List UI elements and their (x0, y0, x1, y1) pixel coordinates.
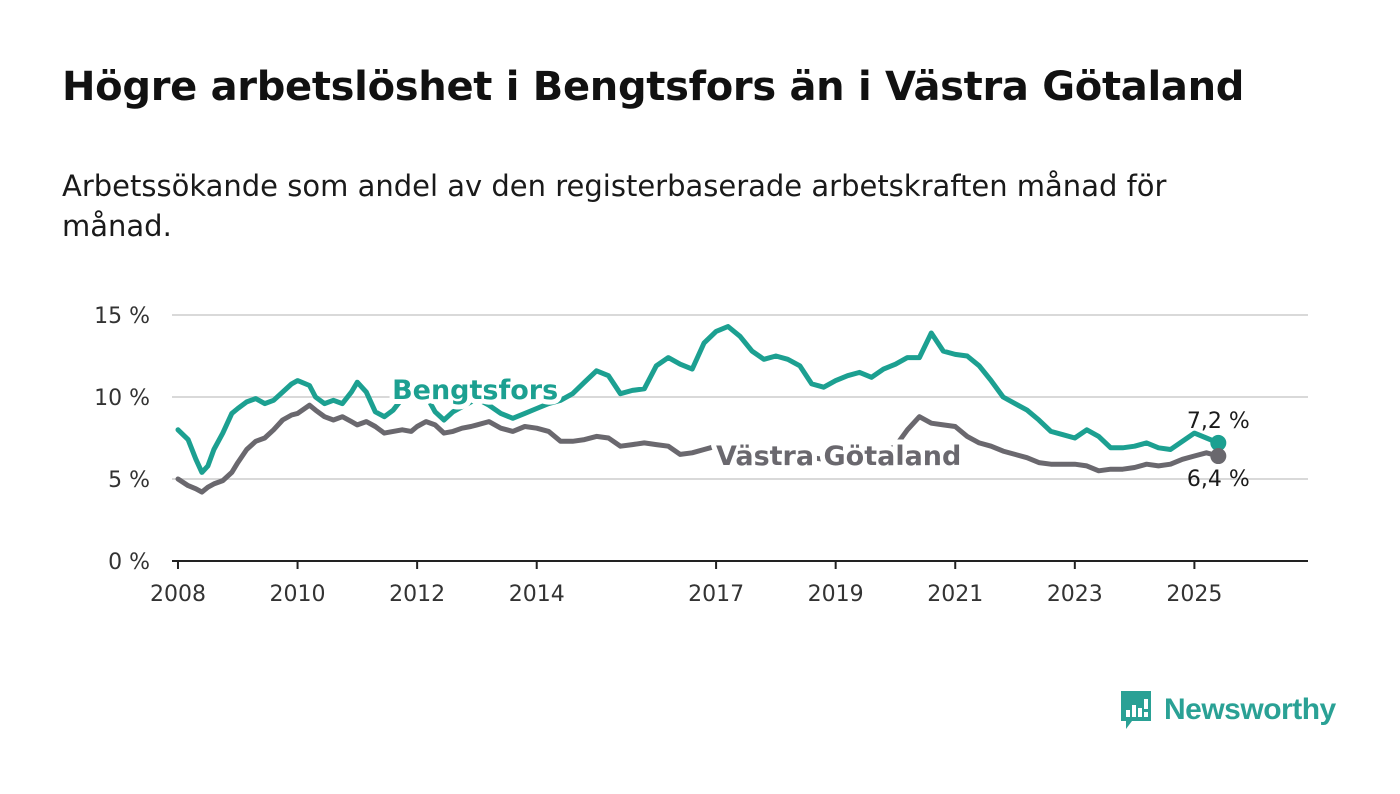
page-title: Högre arbetslöshet i Bengtsfors än i Väs… (62, 64, 1245, 110)
series-label-bengtsfors: Bengtsfors (392, 375, 558, 406)
newsworthy-brand: Newsworthy (1118, 690, 1336, 730)
y-tick-label: 15 % (94, 304, 150, 329)
y-tick-label: 10 % (94, 386, 150, 411)
end-value-label-bengtsfors: 7,2 % (1187, 409, 1250, 434)
x-tick-label: 2019 (808, 582, 864, 607)
series-label-vastra-gotaland: Västra Götaland (716, 441, 961, 472)
end-point-bengtsfors (1210, 434, 1227, 451)
x-tick-label: 2023 (1047, 582, 1103, 607)
end-point-vastra-gotaland (1210, 448, 1227, 465)
y-tick-label: 5 % (108, 468, 150, 493)
x-tick-label: 2021 (927, 582, 983, 607)
series-line-bengtsfors (175, 324, 1221, 475)
series-line-vastra-gotaland (175, 402, 1221, 495)
series-labels: 7,2 % 6,4 % Bengtsfors Västra Götaland (387, 370, 1250, 492)
x-tick-label: 2017 (688, 582, 744, 607)
end-value-label-vastra-gotaland: 6,4 % (1187, 467, 1250, 492)
page-subtitle: Arbetssökande som andel av den registerb… (62, 169, 1167, 243)
y-tick-label: 0 % (108, 550, 150, 575)
x-tick-label: 2014 (509, 582, 565, 607)
series-lines (175, 324, 1227, 495)
newsworthy-logo-icon (1121, 691, 1151, 729)
x-tick-label: 2010 (270, 582, 326, 607)
x-axis: 2008 2010 2012 2014 2017 2019 2021 2023 2025 (150, 560, 1308, 607)
brand-name: Newsworthy (1164, 693, 1336, 726)
x-tick-label: 2012 (389, 582, 445, 607)
x-tick-label: 2008 (150, 582, 206, 607)
y-axis: 0 % 5 % 10 % 15 % (94, 304, 150, 575)
grid-lines (172, 314, 1308, 480)
x-tick-label: 2025 (1166, 582, 1222, 607)
